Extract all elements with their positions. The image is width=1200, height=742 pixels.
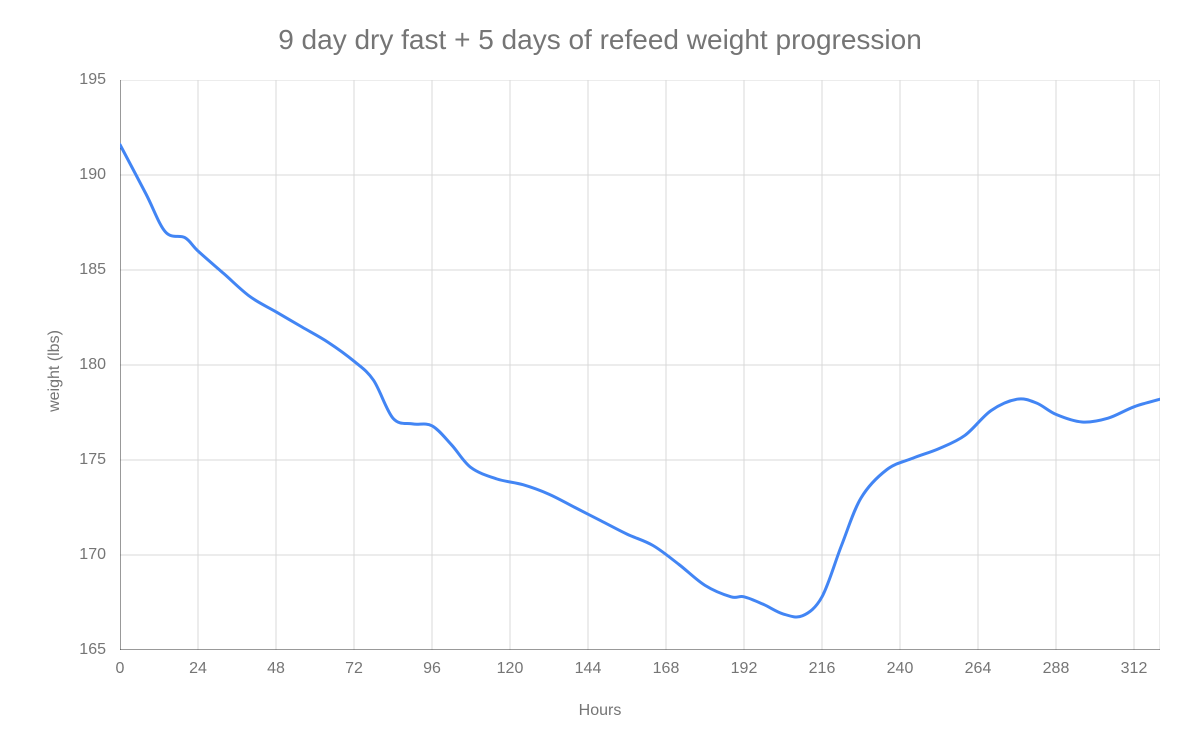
- plot-area: [120, 80, 1160, 650]
- x-tick-label: 24: [189, 660, 207, 678]
- x-tick-label: 96: [423, 660, 441, 678]
- x-axis-label: Hours: [0, 702, 1200, 720]
- x-tick-label: 192: [731, 660, 758, 678]
- x-tick-label: 120: [497, 660, 524, 678]
- x-tick-label: 144: [575, 660, 602, 678]
- x-tick-label: 264: [965, 660, 992, 678]
- x-tick-label: 72: [345, 660, 363, 678]
- chart-container: 9 day dry fast + 5 days of refeed weight…: [0, 0, 1200, 742]
- chart-title: 9 day dry fast + 5 days of refeed weight…: [0, 24, 1200, 56]
- x-tick-label: 216: [809, 660, 836, 678]
- chart-svg: [120, 80, 1160, 650]
- x-tick-label: 168: [653, 660, 680, 678]
- x-tick-label: 312: [1121, 660, 1148, 678]
- x-tick-label: 48: [267, 660, 285, 678]
- x-tick-label: 240: [887, 660, 914, 678]
- y-axis-label: weight (lbs): [46, 330, 64, 412]
- x-tick-label: 288: [1043, 660, 1070, 678]
- x-tick-label: 0: [116, 660, 125, 678]
